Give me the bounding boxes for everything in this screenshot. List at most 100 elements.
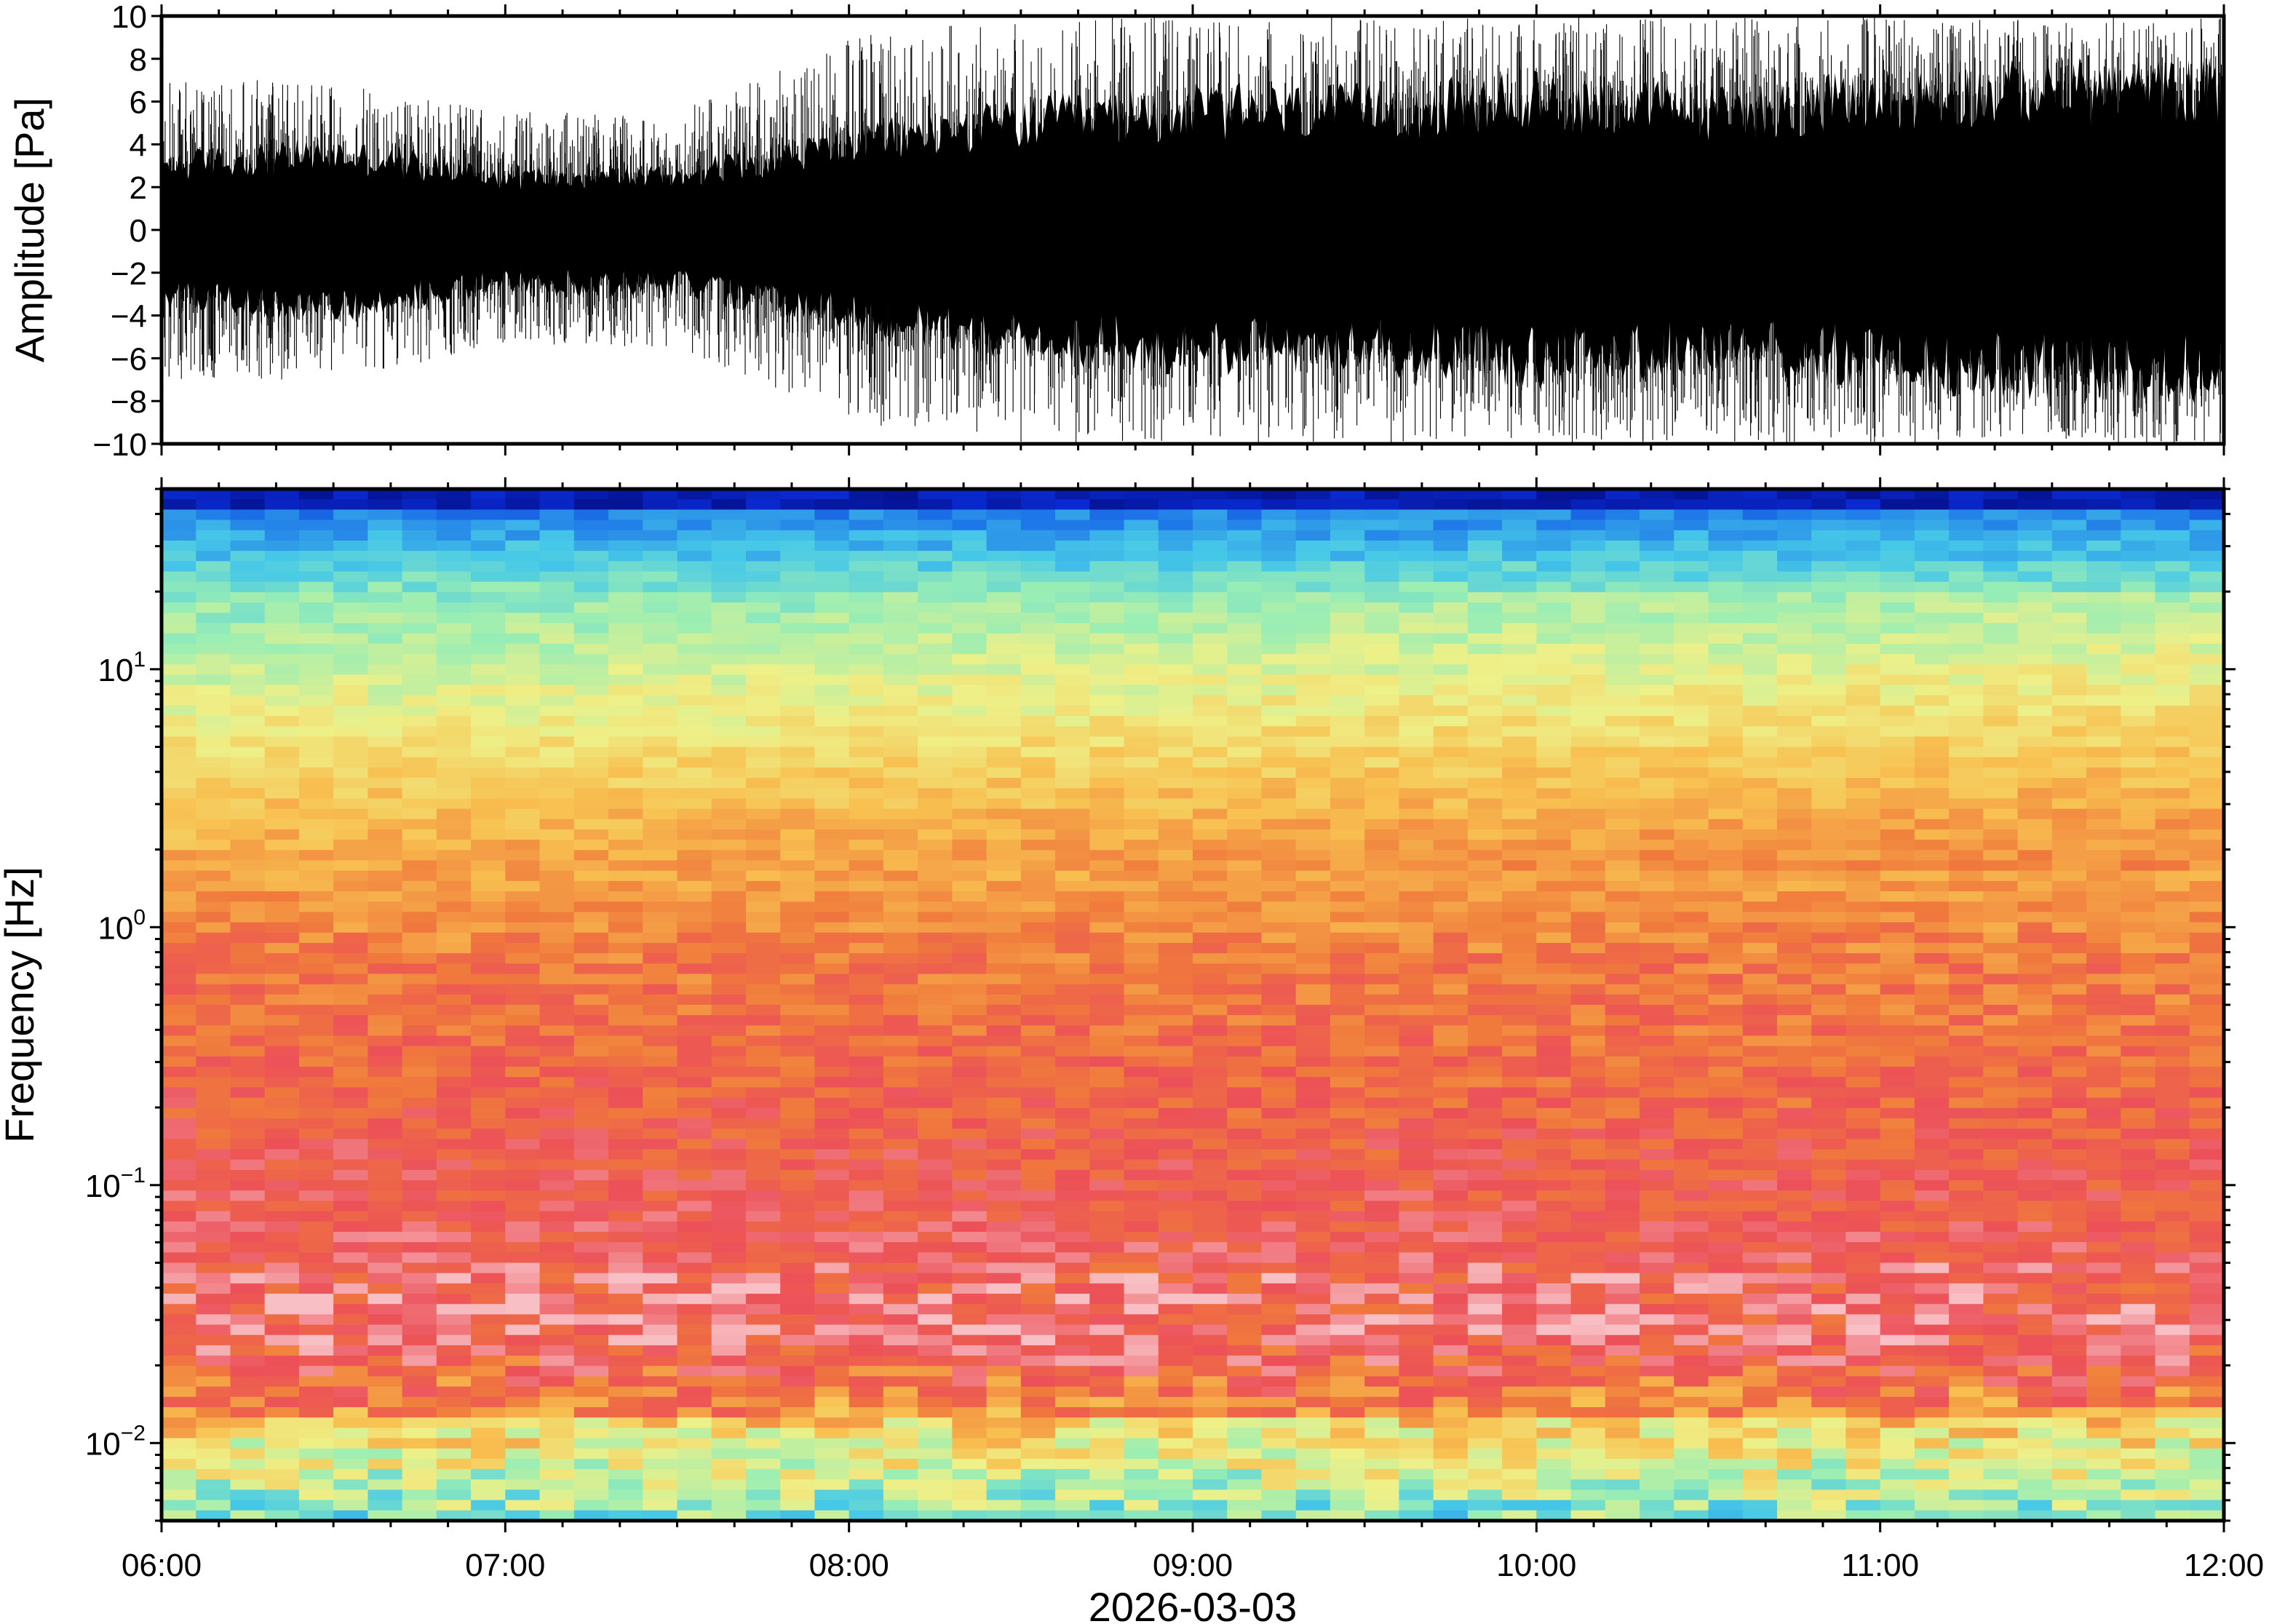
spectrogram-cell [814, 571, 850, 583]
spectrogram-cell [1570, 798, 1606, 810]
spectrogram-cell [1158, 808, 1193, 820]
spectrogram-cell [1605, 653, 1640, 665]
spectrogram-cell [1502, 520, 1537, 531]
spectrogram-cell [1776, 767, 1812, 779]
spectrogram-cell [1708, 540, 1744, 552]
spectrogram-cell [1433, 509, 1469, 521]
spectrogram-cell [1949, 571, 1984, 583]
spectrogram-cell [711, 489, 747, 500]
spectrogram-cell [1089, 509, 1125, 521]
spectrogram-cell [814, 551, 850, 562]
spectrogram-cell [1261, 602, 1297, 613]
spectrogram-cell [849, 819, 884, 830]
spectrogram-cell [1605, 695, 1640, 706]
spectrogram-cell [849, 840, 884, 851]
spectrogram-cell [298, 747, 334, 758]
spectrogram-cell [367, 643, 403, 655]
spectrogram-cell [952, 685, 988, 696]
spectrogram-cell [264, 551, 300, 562]
spectrogram-cell [333, 829, 368, 840]
spectrogram-cell [298, 664, 334, 675]
spectrogram-cell [1502, 613, 1537, 624]
spectrogram-cell [436, 602, 472, 613]
spectrogram-cell [1089, 561, 1125, 573]
spectrogram-cell [1089, 695, 1125, 706]
spectrogram-cell [471, 592, 506, 603]
spectrogram-cell [230, 747, 266, 758]
spectrogram-cell [1433, 736, 1469, 748]
spectrogram-cell [1433, 613, 1469, 624]
spectrogram-cell [986, 747, 1022, 758]
spectrogram-cell [333, 747, 368, 758]
spectrogram-cell [1914, 674, 1950, 686]
spectrogram-cell [1674, 499, 1709, 510]
spectrogram-cell [230, 520, 266, 531]
spectrogram-cell [1295, 829, 1331, 840]
spectrogram-cell [1433, 808, 1469, 820]
spectrogram-cell [1124, 829, 1159, 840]
spectrogram-cell [1330, 623, 1365, 634]
spectrogram-cell [1776, 653, 1812, 665]
spectrogram-cell [608, 530, 643, 541]
spectrogram-cell [333, 685, 368, 696]
spectrogram-cell [505, 819, 541, 830]
spectrogram-cell [1399, 633, 1434, 645]
spectrogram-cell [608, 715, 643, 727]
spectrogram-cell [196, 561, 231, 573]
spectrogram-cell [1708, 489, 1744, 500]
spectrogram-cell [643, 540, 678, 552]
spectrogram-cell [608, 726, 643, 737]
spectrogram-cell [1433, 705, 1469, 717]
spectrogram-cell [1949, 870, 1984, 882]
spectrogram-cell [883, 561, 918, 573]
spectrogram-cell [1330, 664, 1365, 675]
spectrogram-cell [2121, 633, 2156, 645]
spectrogram-cell [1158, 623, 1193, 634]
spectrogram-cell [333, 520, 368, 531]
spectrogram-cell [2017, 592, 2053, 603]
spectrogram-cell [1399, 653, 1434, 665]
spectrogram-cell [196, 695, 231, 706]
spectrogram-cell [402, 705, 437, 717]
spectrogram-cell [814, 829, 850, 840]
spectrogram-cell [1880, 870, 1915, 882]
spectrogram-cell [264, 571, 300, 583]
spectrogram-cell [162, 653, 196, 665]
spectrogram-cell [162, 695, 196, 706]
spectrogram-cell [814, 509, 850, 521]
spectrogram-cell [298, 643, 334, 655]
spectrogram-cell [1055, 674, 1090, 686]
spectrogram-cell [1605, 592, 1640, 603]
spectrogram-cell [711, 581, 747, 593]
spectrogram-cell [677, 509, 712, 521]
spectrogram-cell [883, 623, 918, 634]
spectrogram-cell [2017, 736, 2053, 748]
spectrogram-cell [1742, 767, 1778, 779]
spectrogram-cell [677, 530, 712, 541]
spectrogram-cell [1914, 499, 1950, 510]
spectrogram-cell [1949, 819, 1984, 830]
spectrogram-cell [711, 674, 747, 686]
spectrogram-cell [402, 685, 437, 696]
spectrogram-cell [918, 643, 953, 655]
spectrogram-cell [1227, 664, 1263, 675]
waveform-y-tick-label: −4 [111, 299, 147, 335]
spectrogram-cell [402, 715, 437, 727]
spectrogram-cell [1536, 530, 1572, 541]
spectrogram-cell [1261, 767, 1297, 779]
spectrogram-cell [1020, 778, 1056, 789]
spectrogram-cell [402, 808, 437, 820]
spectrogram-cell [1330, 870, 1365, 882]
spectrogram-cell [2051, 581, 2087, 593]
spectrogram-cell [1742, 715, 1778, 727]
spectrogram-cell [471, 829, 506, 840]
spectrogram-cell [1949, 499, 1984, 510]
spectrogram-cell [1020, 788, 1056, 799]
spectrogram-cell [677, 747, 712, 758]
spectrogram-cell [1364, 643, 1399, 655]
spectrogram-cell [162, 633, 196, 645]
spectrogram-cell [1536, 870, 1572, 882]
spectrogram-cell [1295, 592, 1331, 603]
spectrogram-cell [1502, 509, 1537, 521]
spectrogram-cell [1193, 623, 1228, 634]
